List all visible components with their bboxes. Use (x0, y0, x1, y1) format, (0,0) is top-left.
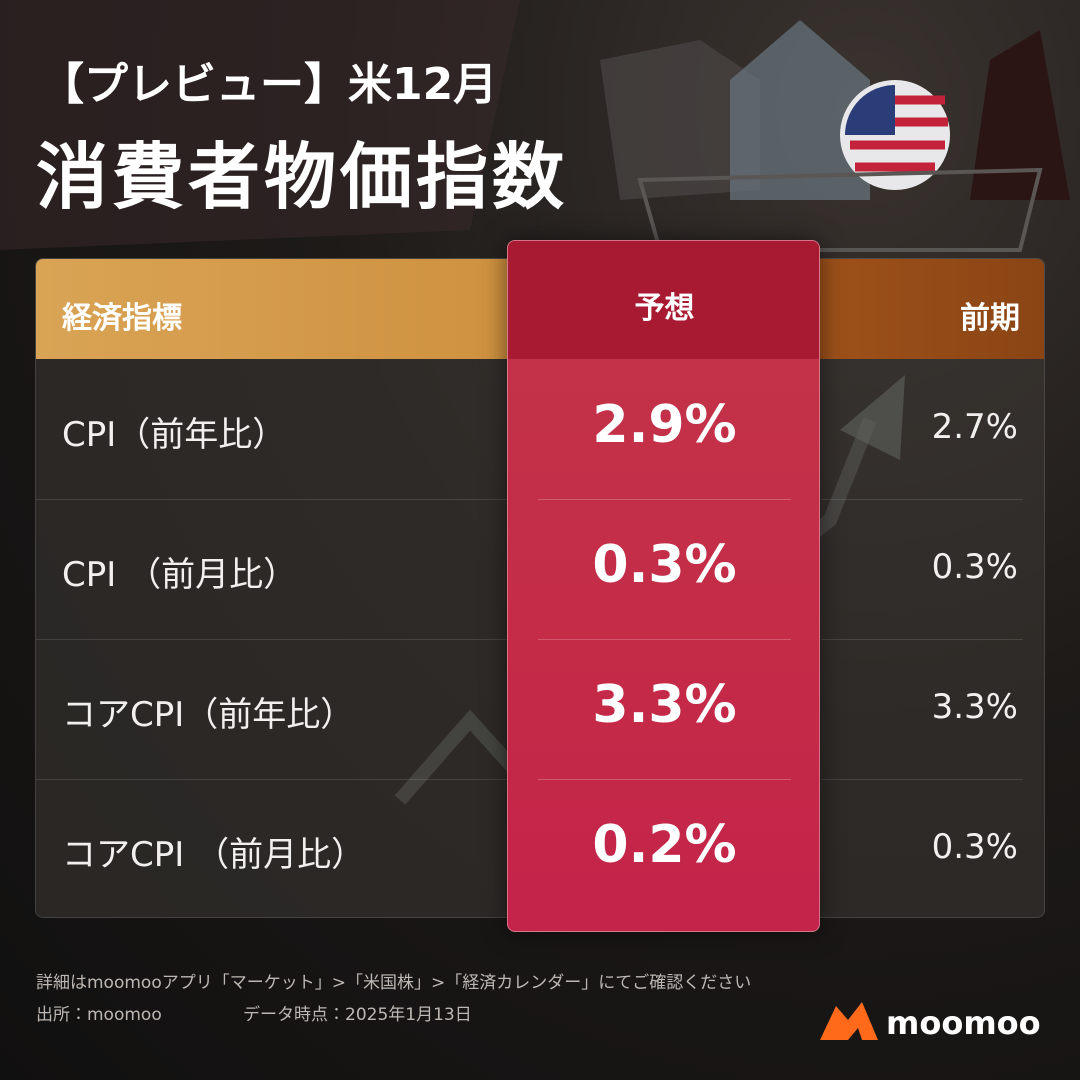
footer-note: 詳細はmoomooアプリ「マーケット」>「米国株」>「経済カレンダー」にてご確認… (36, 973, 752, 993)
forecast-header (508, 241, 819, 359)
footer-date: データ時点：2025年1月13日 (243, 1005, 472, 1025)
row-separator (538, 779, 791, 780)
tag: 【プレビュー】米12月 (40, 59, 498, 110)
logo-mark (820, 1002, 878, 1040)
footer-source: 出所：moomoo (36, 1005, 162, 1025)
row-separator (821, 499, 1023, 500)
row-label: CPI （前月比） (62, 555, 298, 595)
row-separator (538, 499, 791, 500)
previous-value: 3.3% (931, 687, 1018, 727)
column-header: 前期 (960, 301, 1020, 336)
row-separator (821, 639, 1023, 640)
logo-text: moomoo (886, 1004, 1041, 1042)
row-separator (36, 639, 508, 640)
car-shape (600, 40, 760, 200)
previous-value: 0.3% (931, 547, 1018, 587)
row-separator (821, 779, 1023, 780)
column-header: 経済指標 (62, 301, 182, 336)
row-label: コアCPI（前年比） (62, 695, 355, 735)
forecast-value: 0.2% (592, 815, 737, 875)
flag-canton (845, 85, 895, 135)
logo-icon (820, 1002, 878, 1040)
flag-stripes (850, 95, 948, 172)
bottle-shape (970, 30, 1070, 200)
forecast-value: 2.9% (592, 395, 737, 455)
column-header: 予想 (634, 291, 695, 326)
title: 消費者物価指数 (36, 135, 569, 219)
forecast-value: 0.3% (592, 535, 737, 595)
row-label: CPI（前年比） (62, 415, 287, 455)
previous-value: 0.3% (931, 827, 1018, 867)
row-separator (36, 499, 508, 500)
row-label: コアCPI （前月比） (62, 835, 366, 875)
row-separator (36, 779, 508, 780)
forecast-column: 予想 2.9% 0.3% 3.3% 0.2% (507, 240, 820, 932)
basket-shape (637, 167, 1043, 252)
flag-backdrop (0, 0, 520, 250)
previous-value: 2.7% (931, 407, 1018, 447)
row-separator (538, 639, 791, 640)
house-shape (730, 20, 870, 200)
forecast-value: 3.3% (592, 675, 737, 735)
